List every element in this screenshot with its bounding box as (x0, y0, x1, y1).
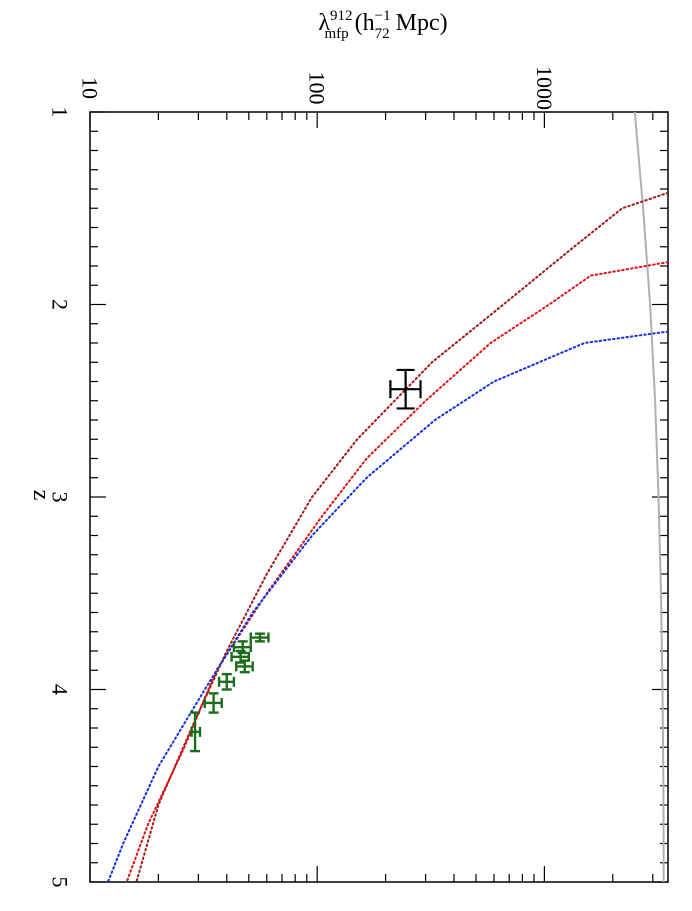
x-axis-title: z (28, 490, 54, 501)
measurement-green (232, 640, 252, 655)
z-tick-label: 2 (48, 299, 73, 310)
measurement-black (389, 368, 422, 410)
z-tick-label: 5 (48, 877, 73, 888)
z-tick-label: 1 (48, 107, 73, 118)
curve-gray (633, 112, 665, 882)
axes-layer (89, 111, 669, 883)
curve-red (125, 261, 668, 882)
lambda-tick-label: 1000 (532, 66, 557, 110)
series-layer (107, 112, 668, 882)
measurement-green (190, 711, 202, 753)
z-tick-label: 4 (48, 684, 73, 695)
labels-layer: λ912 mfp (h−1 72 Mpc) z 1 2 3 4 5 10 100 1000 (28, 8, 557, 888)
lambda-tick-label: 10 (78, 77, 103, 99)
measurement-green (203, 692, 223, 714)
plot-frame (89, 111, 669, 883)
curve-darkred (135, 191, 668, 882)
curve-blue (107, 330, 668, 882)
measurements-layer (190, 368, 422, 753)
measurement-green (249, 632, 270, 643)
measurement-green (234, 659, 254, 674)
lambda-tick-label: 100 (305, 72, 330, 105)
measurement-green (217, 672, 236, 691)
z-tick-label: 3 (48, 492, 73, 503)
y-axis-title: λ912 mfp (h−1 72 Mpc) (318, 8, 447, 42)
